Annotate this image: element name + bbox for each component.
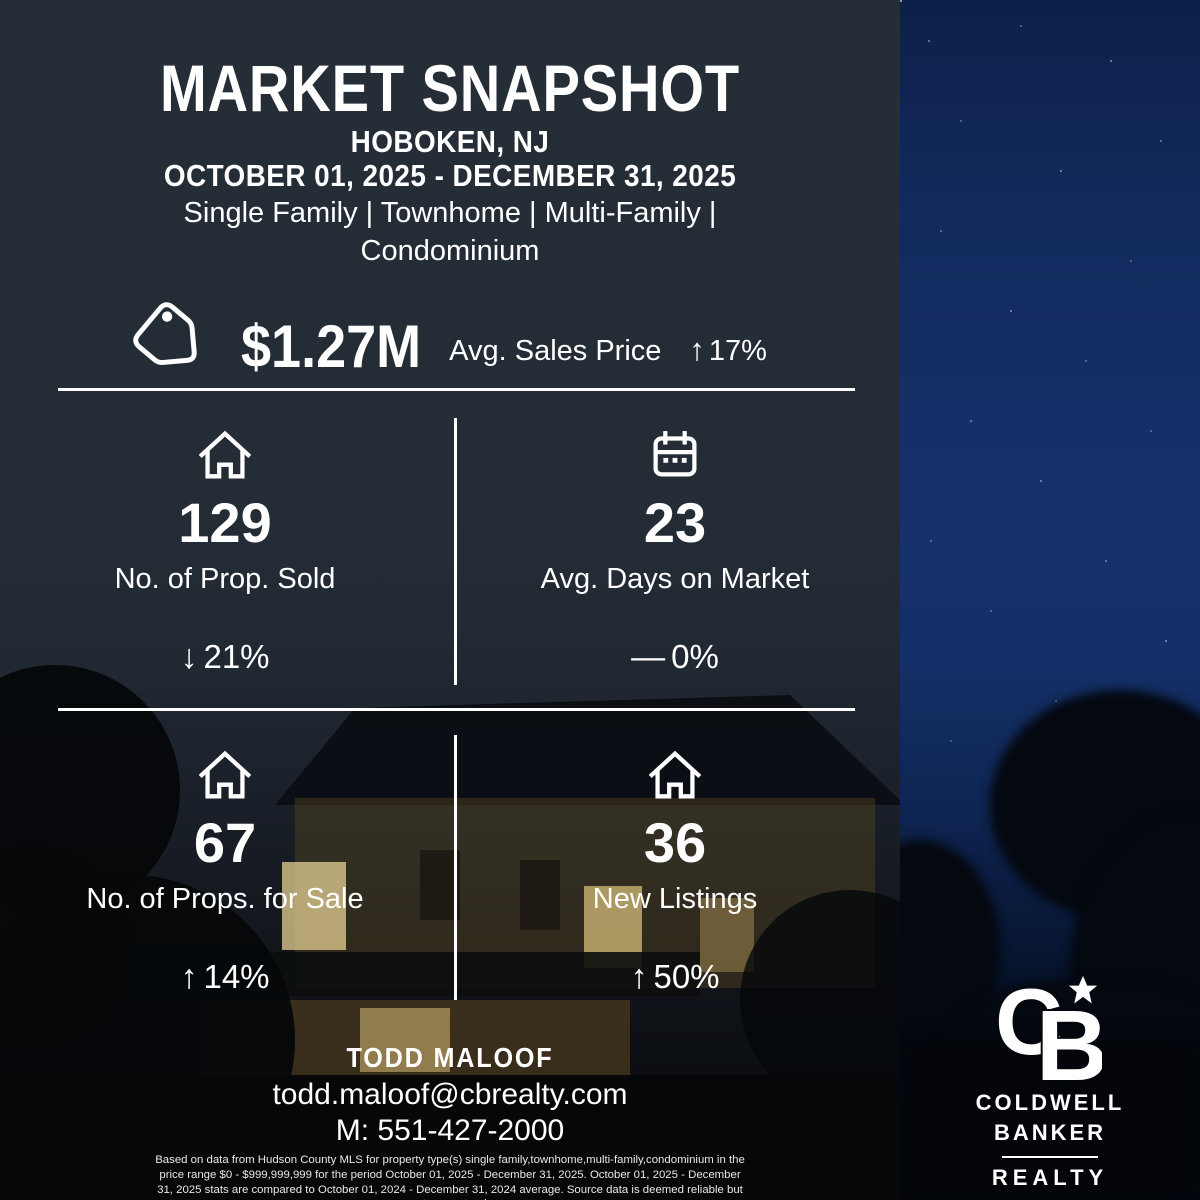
page-title: MARKET SNAPSHOT: [159, 51, 740, 125]
brand-name-line2: BANKER: [993, 1120, 1107, 1145]
agent-email: todd.maloof@cbrealty.com: [272, 1078, 628, 1111]
house-icon: [198, 430, 252, 479]
down-arrow-icon: ↓: [180, 638, 198, 676]
calendar-icon: [653, 431, 697, 477]
stats-row-top: 129 No. of Prop. Sold ↓ 21% 23: [0, 391, 900, 708]
stat-value: 36: [643, 811, 707, 874]
divider-vertical-bottom: [454, 735, 457, 1000]
monogram-b: B: [1036, 990, 1102, 1084]
divider-top: [58, 388, 855, 391]
stat-card-properties-sold: 129 No. of Prop. Sold ↓ 21%: [0, 391, 450, 708]
stat-card-days-on-market: 23 Avg. Days on Market — 0%: [450, 391, 900, 708]
sidebar-bottom-shade: [900, 1040, 1200, 1200]
property-types: Single Family | Townhome | Multi-Family …: [183, 197, 717, 267]
up-arrow-icon: ↑: [689, 332, 705, 367]
brand-sidebar: C B COLDWELL BANKER REALTY: [900, 0, 1200, 1200]
stat-label: New Listings: [592, 883, 758, 915]
stat-card-new-listings: 36 New Listings ↑ 50%: [450, 711, 900, 1011]
star-icon: [1068, 975, 1098, 1004]
avg-sales-price-value: $1.27M: [241, 312, 422, 380]
avg-sales-price-change-value: 17%: [708, 335, 767, 367]
stat-label: Avg. Days on Market: [540, 563, 810, 595]
agent-phone: M: 551-427-2000: [335, 1114, 565, 1147]
avg-sales-price-change: ↑ 17%: [689, 332, 767, 368]
divider-middle: [58, 708, 855, 711]
monogram-c: C: [998, 972, 1063, 1074]
house-icon: [648, 750, 702, 799]
divider-vertical-top: [454, 418, 457, 685]
stat-change-value: 0%: [671, 638, 719, 675]
stat-label: No. of Prop. Sold: [114, 563, 336, 595]
stat-change-value: 21%: [203, 638, 270, 675]
location-subtitle: HOBOKEN, NJ: [350, 124, 550, 159]
stat-card-props-for-sale: 67 No. of Props. for Sale ↑ 14%: [0, 711, 450, 1011]
stat-value: 23: [643, 491, 707, 554]
brand-division: REALTY: [991, 1165, 1109, 1190]
brand-divider: [1002, 1156, 1098, 1158]
stat-change: — 0%: [631, 638, 719, 677]
flat-dash-icon: —: [631, 638, 666, 676]
disclaimer-text: Based on data from Hudson County MLS for…: [155, 1154, 745, 1200]
stat-change-value: 14%: [203, 958, 270, 995]
up-arrow-icon: ↑: [180, 958, 198, 996]
stats-row-bottom: 67 No. of Props. for Sale ↑ 14% 36 New L…: [0, 711, 900, 1011]
stat-change: ↑ 50%: [630, 958, 719, 997]
stars-background: [900, 0, 902, 2]
house-icon: [198, 750, 252, 799]
brand-name-line1: COLDWELL: [975, 1090, 1125, 1115]
stat-label: No. of Props. for Sale: [86, 883, 364, 915]
stat-value: 67: [193, 811, 257, 874]
main-panel: MARKET SNAPSHOT HOBOKEN, NJ OCTOBER 01, …: [0, 0, 900, 1200]
agent-name: TODD MALOOF: [346, 1042, 554, 1073]
avg-sales-price-row: $1.27M Avg. Sales Price ↑ 17%: [0, 298, 900, 380]
date-range: OCTOBER 01, 2025 - DECEMBER 31, 2025: [163, 158, 737, 193]
stat-change-value: 50%: [653, 958, 720, 995]
avg-sales-price-label: Avg. Sales Price: [449, 335, 662, 367]
cb-monogram-icon: C B: [998, 972, 1102, 1084]
stat-change: ↓ 21%: [180, 638, 269, 677]
coldwell-banker-logo: C B COLDWELL BANKER REALTY: [900, 972, 1200, 1191]
stat-change: ↑ 14%: [180, 958, 269, 997]
price-tag-icon: [133, 302, 197, 365]
stat-value: 129: [178, 491, 272, 554]
up-arrow-icon: ↑: [630, 958, 648, 996]
